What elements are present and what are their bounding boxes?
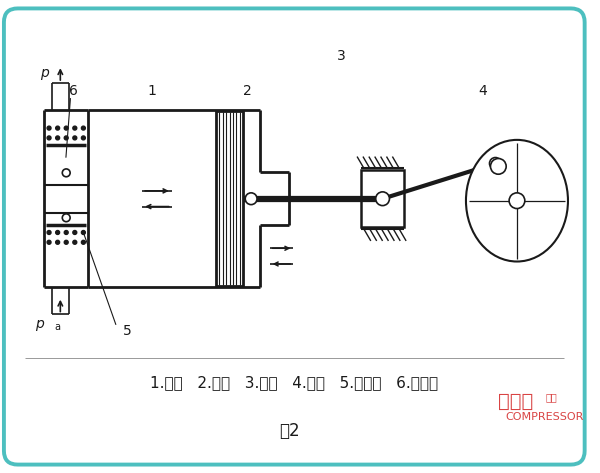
Circle shape (64, 230, 68, 235)
Text: 杂志: 杂志 (545, 392, 557, 402)
Circle shape (490, 158, 506, 174)
Text: 5: 5 (123, 324, 132, 338)
Circle shape (62, 169, 70, 177)
Circle shape (509, 193, 525, 209)
Text: 6: 6 (69, 84, 78, 98)
Circle shape (47, 136, 51, 140)
Bar (216, 112, 243, 286)
Circle shape (64, 240, 68, 244)
Text: a: a (54, 322, 60, 332)
Circle shape (64, 126, 68, 130)
Text: p: p (40, 66, 49, 80)
Bar (361, 170, 404, 227)
Text: 1.气缸   2.活塞   3.连杆   4.曲柄   5.进气阀   6.出气阀: 1.气缸 2.活塞 3.连杆 4.曲柄 5.进气阀 6.出气阀 (150, 375, 439, 390)
Circle shape (56, 240, 59, 244)
Text: 图2: 图2 (279, 422, 299, 440)
Circle shape (73, 126, 77, 130)
Circle shape (73, 230, 77, 235)
Circle shape (73, 136, 77, 140)
Circle shape (47, 230, 51, 235)
Circle shape (56, 126, 59, 130)
Text: 1: 1 (148, 84, 157, 98)
Circle shape (82, 126, 85, 130)
Circle shape (56, 230, 59, 235)
Circle shape (56, 136, 59, 140)
Circle shape (73, 240, 77, 244)
Circle shape (47, 240, 51, 244)
Circle shape (47, 126, 51, 130)
Text: COMPRESSOR: COMPRESSOR (505, 412, 584, 421)
Circle shape (82, 230, 85, 235)
Text: 3: 3 (337, 50, 346, 63)
Text: 4: 4 (478, 84, 487, 98)
Text: 压缩机: 压缩机 (499, 392, 533, 412)
Circle shape (490, 158, 501, 169)
Circle shape (82, 136, 85, 140)
FancyBboxPatch shape (4, 9, 584, 464)
Circle shape (376, 192, 389, 206)
Circle shape (64, 136, 68, 140)
Text: 2: 2 (243, 84, 251, 98)
Circle shape (245, 193, 257, 205)
Ellipse shape (466, 140, 568, 262)
Circle shape (62, 214, 70, 222)
Text: p: p (35, 317, 44, 331)
Circle shape (82, 240, 85, 244)
